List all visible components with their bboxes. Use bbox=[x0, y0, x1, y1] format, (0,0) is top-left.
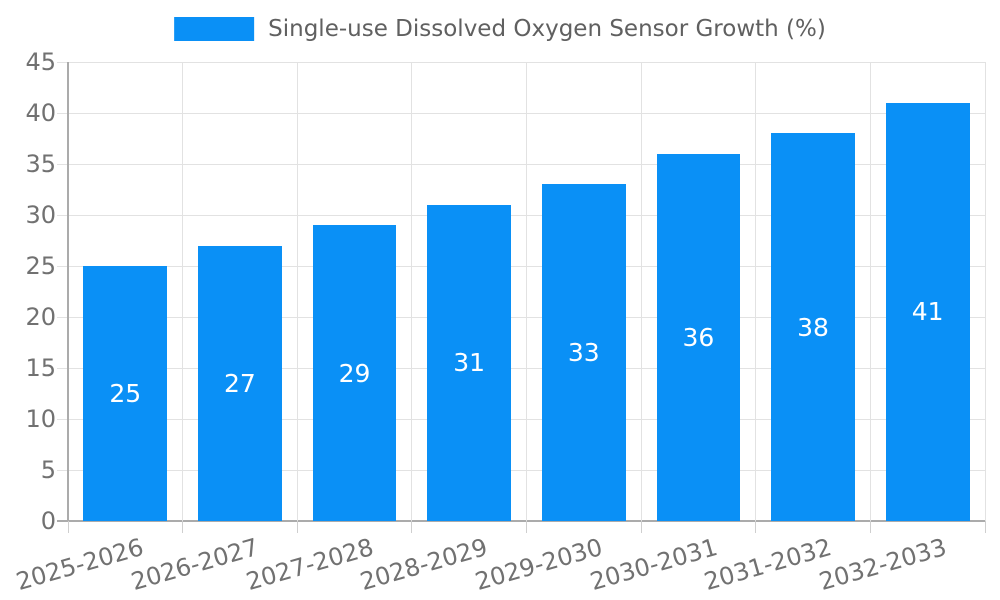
y-tick bbox=[57, 214, 68, 216]
y-tick bbox=[57, 469, 68, 471]
x-tick bbox=[182, 521, 184, 533]
y-tick bbox=[57, 418, 68, 420]
v-gridline bbox=[984, 62, 986, 521]
v-gridline bbox=[296, 62, 298, 521]
y-tick bbox=[57, 163, 68, 165]
y-tick-label: 25 bbox=[25, 252, 56, 280]
x-tick bbox=[67, 521, 69, 533]
v-gridline bbox=[526, 62, 527, 521]
y-tick bbox=[57, 112, 68, 114]
bar-value-label: 41 bbox=[911, 297, 944, 327]
bar: 25 bbox=[83, 266, 168, 521]
y-axis-line bbox=[67, 62, 69, 521]
y-tick-label: 45 bbox=[25, 48, 56, 76]
legend-label: Single-use Dissolved Oxygen Sensor Growt… bbox=[268, 16, 826, 42]
bar-value-label: 38 bbox=[797, 312, 829, 342]
x-tick-label: 2025-2026 bbox=[13, 533, 148, 596]
bar: 27 bbox=[198, 245, 282, 521]
x-tick-label: 2031-2032 bbox=[701, 533, 835, 596]
plot-area: 0 5 10 15 20 25 30 35 40 45 25 27 29 31 33 36 38 41 2025-2… bbox=[14, 48, 986, 596]
v-gridline bbox=[411, 62, 413, 521]
v-gridline bbox=[640, 62, 642, 521]
y-tick bbox=[57, 316, 68, 318]
x-tick-label: 2027-2028 bbox=[242, 533, 377, 596]
bar-value-label: 31 bbox=[453, 348, 486, 378]
y-tick bbox=[57, 61, 68, 63]
x-tick bbox=[640, 521, 642, 533]
bar-value-label: 29 bbox=[338, 358, 371, 388]
x-tick-label: 2032-2033 bbox=[815, 533, 950, 596]
y-tick-label: 30 bbox=[25, 201, 56, 229]
bar: 38 bbox=[771, 133, 855, 521]
x-tick bbox=[296, 521, 298, 533]
y-tick-label: 40 bbox=[25, 99, 56, 127]
x-tick bbox=[755, 521, 757, 533]
bar-value-label: 36 bbox=[682, 322, 715, 352]
bar-value-label: 33 bbox=[567, 338, 600, 368]
y-tick bbox=[57, 367, 68, 369]
v-gridline bbox=[182, 62, 184, 521]
y-tick-label: 35 bbox=[25, 150, 56, 178]
bar-value-label: 27 bbox=[224, 368, 256, 398]
x-tick-label: 2030-2031 bbox=[586, 533, 721, 596]
x-tick bbox=[411, 521, 413, 533]
bar: 29 bbox=[312, 225, 397, 521]
x-tick bbox=[869, 521, 871, 533]
y-tick bbox=[57, 265, 68, 267]
x-tick-label: 2028-2029 bbox=[357, 533, 491, 596]
y-tick bbox=[57, 520, 68, 522]
x-tick bbox=[984, 521, 986, 533]
legend[interactable]: Single-use Dissolved Oxygen Sensor Growt… bbox=[174, 16, 826, 42]
y-tick-label: 0 bbox=[40, 507, 56, 535]
bar-value-label: 25 bbox=[109, 379, 142, 408]
y-tick-label: 10 bbox=[25, 405, 56, 433]
bar: 31 bbox=[427, 204, 512, 521]
bar: 41 bbox=[885, 102, 970, 521]
bar: 36 bbox=[656, 153, 741, 521]
v-gridline bbox=[869, 62, 871, 521]
y-tick-label: 15 bbox=[25, 354, 56, 382]
y-tick-label: 5 bbox=[40, 456, 56, 484]
legend-swatch bbox=[174, 17, 255, 41]
bar: 33 bbox=[541, 184, 626, 521]
y-tick-label: 20 bbox=[25, 303, 56, 331]
x-tick-label: 2029-2030 bbox=[472, 533, 606, 596]
v-gridline bbox=[755, 62, 757, 521]
x-tick-label: 2026-2027 bbox=[128, 533, 262, 596]
x-tick bbox=[526, 521, 527, 533]
